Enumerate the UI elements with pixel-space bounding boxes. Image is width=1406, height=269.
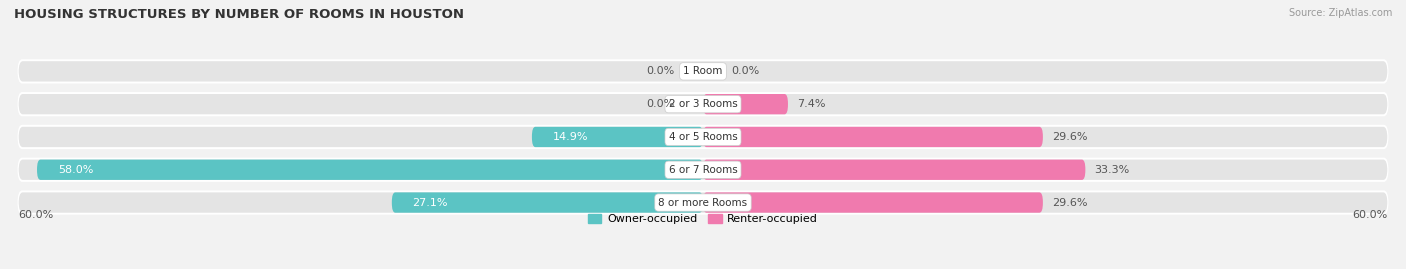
Legend: Owner-occupied, Renter-occupied: Owner-occupied, Renter-occupied — [583, 210, 823, 229]
Text: 7.4%: 7.4% — [797, 99, 825, 109]
Text: 60.0%: 60.0% — [18, 210, 53, 220]
FancyBboxPatch shape — [17, 92, 1389, 116]
Text: 29.6%: 29.6% — [1052, 197, 1088, 208]
FancyBboxPatch shape — [18, 127, 1388, 147]
Text: 0.0%: 0.0% — [731, 66, 761, 76]
FancyBboxPatch shape — [703, 160, 1085, 180]
FancyBboxPatch shape — [37, 160, 703, 180]
FancyBboxPatch shape — [703, 192, 1043, 213]
Text: 27.1%: 27.1% — [412, 197, 449, 208]
Text: 0.0%: 0.0% — [645, 99, 675, 109]
Text: 8 or more Rooms: 8 or more Rooms — [658, 197, 748, 208]
FancyBboxPatch shape — [17, 158, 1389, 182]
Text: 14.9%: 14.9% — [553, 132, 588, 142]
Text: HOUSING STRUCTURES BY NUMBER OF ROOMS IN HOUSTON: HOUSING STRUCTURES BY NUMBER OF ROOMS IN… — [14, 8, 464, 21]
FancyBboxPatch shape — [18, 192, 1388, 213]
Text: 2 or 3 Rooms: 2 or 3 Rooms — [669, 99, 737, 109]
Text: 6 or 7 Rooms: 6 or 7 Rooms — [669, 165, 737, 175]
FancyBboxPatch shape — [17, 190, 1389, 215]
FancyBboxPatch shape — [703, 127, 1043, 147]
FancyBboxPatch shape — [703, 94, 787, 114]
FancyBboxPatch shape — [18, 61, 1388, 82]
Text: 29.6%: 29.6% — [1052, 132, 1088, 142]
Text: 58.0%: 58.0% — [58, 165, 93, 175]
FancyBboxPatch shape — [18, 160, 1388, 180]
Text: Source: ZipAtlas.com: Source: ZipAtlas.com — [1288, 8, 1392, 18]
Text: 4 or 5 Rooms: 4 or 5 Rooms — [669, 132, 737, 142]
FancyBboxPatch shape — [18, 94, 1388, 114]
FancyBboxPatch shape — [17, 59, 1389, 83]
FancyBboxPatch shape — [17, 125, 1389, 149]
FancyBboxPatch shape — [531, 127, 703, 147]
Text: 0.0%: 0.0% — [645, 66, 675, 76]
FancyBboxPatch shape — [392, 192, 703, 213]
Text: 1 Room: 1 Room — [683, 66, 723, 76]
Text: 60.0%: 60.0% — [1353, 210, 1388, 220]
Text: 33.3%: 33.3% — [1094, 165, 1130, 175]
